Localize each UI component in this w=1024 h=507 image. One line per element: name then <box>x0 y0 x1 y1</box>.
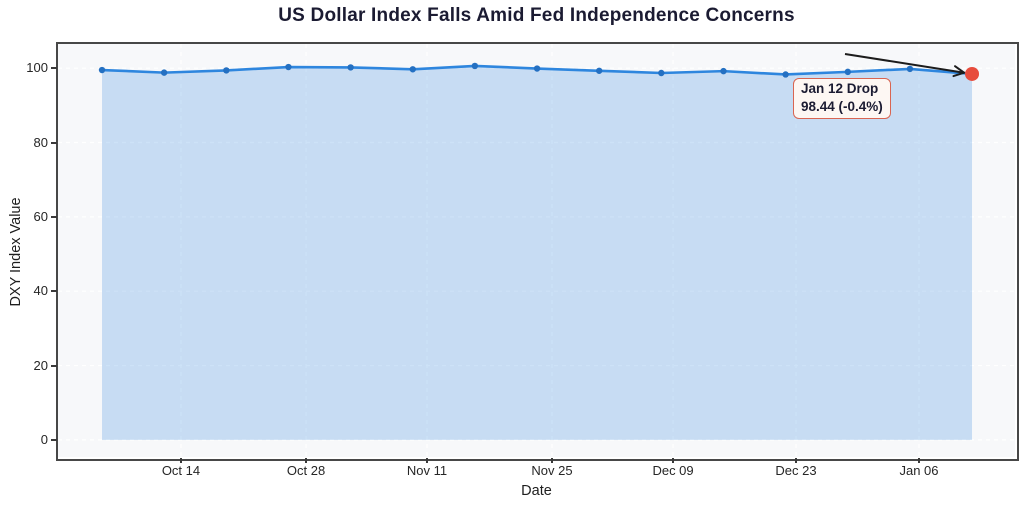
x-tick-label: Nov 11 <box>406 463 448 478</box>
annotation-arrow <box>844 53 965 74</box>
annotation-arrowhead <box>954 65 966 74</box>
y-tick-label: 100 <box>26 60 48 76</box>
y-tick-label: 40 <box>33 283 48 299</box>
y-tick-label: 0 <box>40 431 48 447</box>
data-point-marker <box>720 67 727 75</box>
data-point-marker <box>906 65 914 73</box>
data-point-marker <box>658 69 665 77</box>
x-tick-mark <box>426 458 429 463</box>
y-tick-mark <box>51 438 57 441</box>
data-point-marker <box>471 62 479 70</box>
y-tick-label: 20 <box>33 357 48 373</box>
data-point-marker <box>409 66 416 73</box>
chart-canvas <box>58 44 1015 457</box>
x-tick-label: Oct 28 <box>286 463 326 478</box>
y-tick-mark <box>51 67 57 70</box>
y-tick-mark <box>51 364 57 367</box>
x-tick-label: Dec 23 <box>775 463 817 478</box>
annotation-callout: Jan 12 Drop 98.44 (-0.4%) <box>793 78 891 119</box>
data-point-marker <box>98 66 106 74</box>
x-tick-mark <box>672 458 675 463</box>
y-tick-mark <box>51 290 57 293</box>
y-tick-label: 60 <box>33 208 48 224</box>
y-tick-mark <box>51 215 57 218</box>
x-tick-label: Jan 06 <box>899 463 939 478</box>
chart-title: US Dollar Index Falls Amid Fed Independe… <box>278 5 795 26</box>
x-tick-mark <box>795 458 798 463</box>
data-point-marker <box>223 67 230 74</box>
y-tick-label: 80 <box>33 134 48 150</box>
data-point-marker <box>285 63 292 71</box>
x-axis-title: Date <box>521 483 552 499</box>
data-point-marker <box>844 68 852 76</box>
y-tick-mark <box>51 141 57 144</box>
x-tick-mark <box>551 458 553 463</box>
annotation-line2: 98.44 (-0.4%) <box>801 98 883 114</box>
x-tick-mark <box>305 458 308 463</box>
annotation-line1: Jan 12 Drop <box>801 81 879 96</box>
data-point-marker <box>595 67 603 74</box>
x-tick-label: Dec 09 <box>652 463 694 478</box>
x-tick-mark <box>918 458 920 463</box>
area-fill <box>102 65 973 440</box>
data-point-marker <box>782 71 789 78</box>
data-point-marker <box>160 69 168 76</box>
data-point-marker <box>533 65 541 72</box>
x-tick-label: Nov 25 <box>531 463 573 478</box>
annotation-arrowhead <box>952 71 966 78</box>
highlight-dot <box>965 66 980 81</box>
x-tick-mark <box>179 458 182 463</box>
x-tick-label: Oct 14 <box>161 463 201 478</box>
data-point-marker <box>347 64 354 71</box>
